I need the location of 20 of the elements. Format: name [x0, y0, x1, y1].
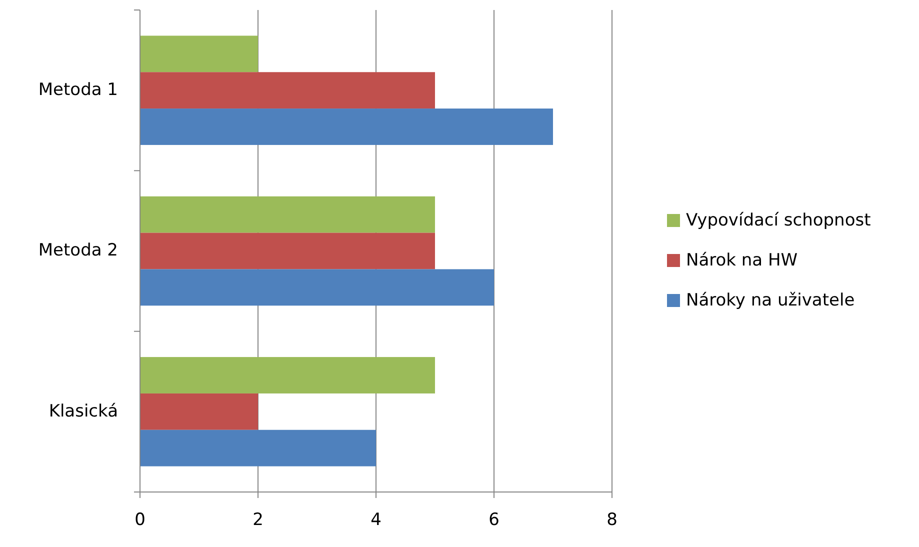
- x-tick-label: 4: [370, 510, 382, 530]
- bar: [140, 196, 435, 233]
- bar: [140, 232, 435, 270]
- x-tick-label: 0: [134, 510, 146, 530]
- legend-label: Vypovídací schopnost: [686, 210, 872, 231]
- bar: [140, 430, 376, 466]
- x-tick-label: 6: [488, 510, 500, 530]
- bar: [140, 357, 435, 394]
- bar: [140, 393, 258, 430]
- x-tick-label: 8: [606, 510, 618, 530]
- bar: [140, 269, 494, 306]
- bar: [140, 108, 553, 145]
- y-tick-label: Metoda 2: [38, 240, 118, 261]
- y-tick-label: Metoda 1: [38, 80, 118, 100]
- y-tick-label: Klasická: [48, 401, 118, 422]
- bar: [140, 72, 435, 109]
- legend-label: Nároky na uživatele: [686, 290, 855, 311]
- x-tick-label: 2: [252, 510, 264, 530]
- legend-label: Nárok na HW: [686, 250, 798, 271]
- bar: [140, 36, 258, 72]
